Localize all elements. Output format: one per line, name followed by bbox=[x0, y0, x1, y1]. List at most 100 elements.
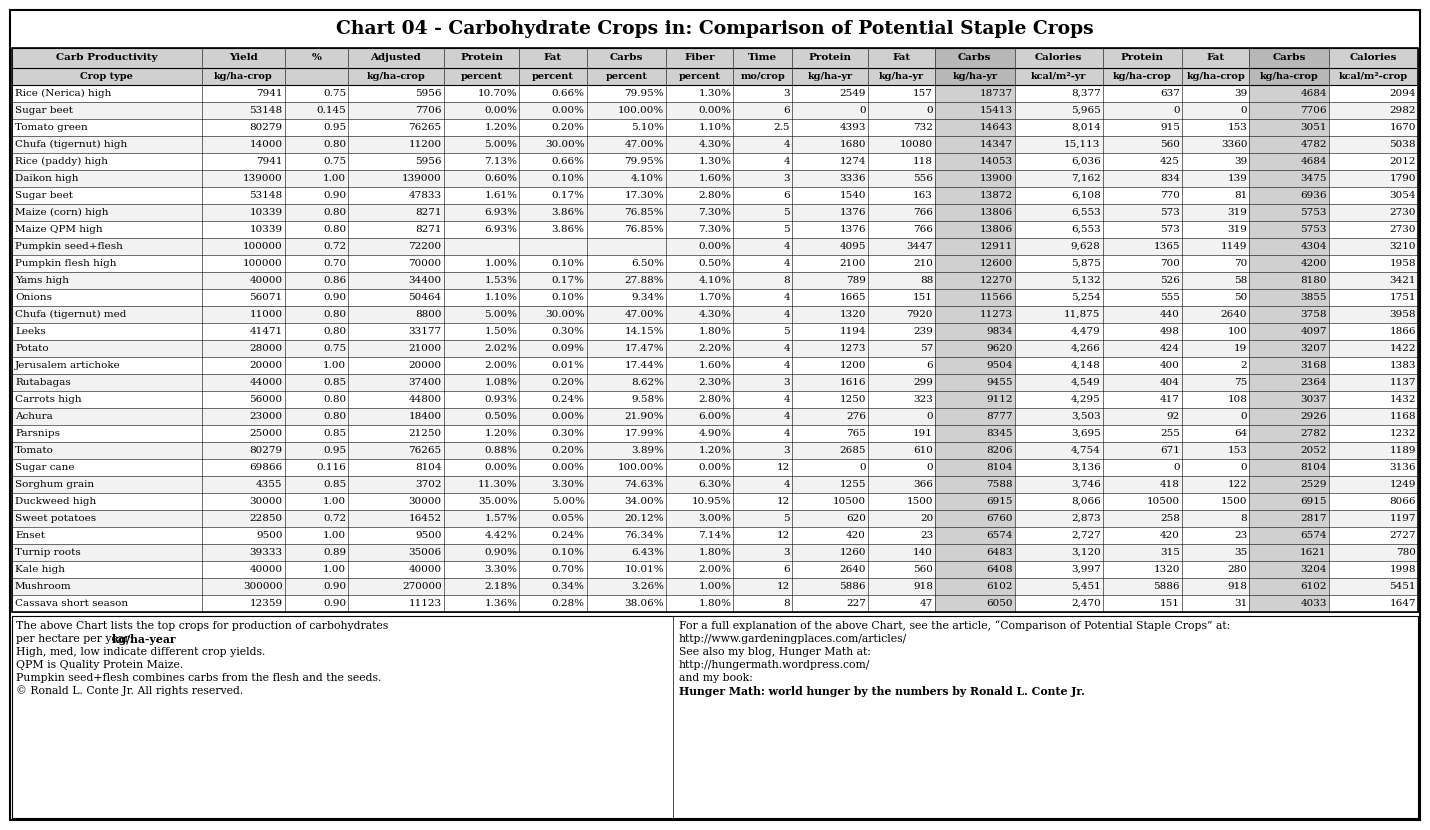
Text: 14347: 14347 bbox=[980, 140, 1012, 149]
Text: percent: percent bbox=[460, 72, 502, 81]
Text: Sugar beet: Sugar beet bbox=[14, 106, 73, 115]
Text: 5.00%: 5.00% bbox=[485, 140, 518, 149]
Text: 79.95%: 79.95% bbox=[625, 157, 664, 166]
Text: 1232: 1232 bbox=[1390, 429, 1416, 438]
Text: 0: 0 bbox=[1174, 106, 1180, 115]
Text: 1.36%: 1.36% bbox=[485, 599, 518, 608]
Text: 0.17%: 0.17% bbox=[552, 276, 585, 285]
Text: 6: 6 bbox=[784, 191, 789, 200]
Bar bbox=[935, 510, 1014, 527]
Text: 834: 834 bbox=[1160, 174, 1180, 183]
Text: 0.20%: 0.20% bbox=[552, 446, 585, 455]
Text: 6.43%: 6.43% bbox=[631, 548, 664, 557]
Text: 0.00%: 0.00% bbox=[698, 242, 731, 251]
Text: 74.63%: 74.63% bbox=[625, 480, 664, 489]
Text: 6.50%: 6.50% bbox=[631, 259, 664, 268]
Text: 3855: 3855 bbox=[1300, 293, 1327, 302]
Text: 319: 319 bbox=[1227, 225, 1247, 234]
Text: 3207: 3207 bbox=[1300, 344, 1327, 353]
Text: 1320: 1320 bbox=[839, 310, 865, 319]
Bar bbox=[935, 204, 1014, 221]
Text: 6915: 6915 bbox=[1300, 497, 1327, 506]
Text: %: % bbox=[312, 53, 322, 62]
Text: 4,266: 4,266 bbox=[1071, 344, 1101, 353]
Bar bbox=[935, 68, 1014, 85]
Text: 15413: 15413 bbox=[980, 106, 1012, 115]
Text: 3: 3 bbox=[784, 89, 789, 98]
Text: 12: 12 bbox=[776, 463, 789, 472]
Text: 2782: 2782 bbox=[1300, 429, 1327, 438]
Bar bbox=[1250, 102, 1328, 119]
Text: 1260: 1260 bbox=[839, 548, 865, 557]
Text: 12: 12 bbox=[776, 582, 789, 591]
Text: 4,479: 4,479 bbox=[1071, 327, 1101, 336]
Text: 50: 50 bbox=[1234, 293, 1247, 302]
Text: 4: 4 bbox=[784, 344, 789, 353]
Bar bbox=[1250, 255, 1328, 272]
Text: 8271: 8271 bbox=[415, 208, 442, 217]
Text: Fiber: Fiber bbox=[685, 53, 715, 62]
Text: 1376: 1376 bbox=[839, 208, 865, 217]
Text: 6.30%: 6.30% bbox=[698, 480, 731, 489]
Bar bbox=[1250, 459, 1328, 476]
Text: 319: 319 bbox=[1227, 208, 1247, 217]
Bar bbox=[935, 408, 1014, 425]
Text: 4.90%: 4.90% bbox=[698, 429, 731, 438]
Text: 4: 4 bbox=[784, 412, 789, 421]
Text: 556: 556 bbox=[914, 174, 932, 183]
Bar bbox=[1250, 510, 1328, 527]
Text: 424: 424 bbox=[1160, 344, 1180, 353]
Text: 276: 276 bbox=[847, 412, 865, 421]
Text: 40000: 40000 bbox=[409, 565, 442, 574]
Text: 299: 299 bbox=[914, 378, 932, 387]
Text: 0.80: 0.80 bbox=[323, 395, 346, 404]
Text: 47.00%: 47.00% bbox=[625, 310, 664, 319]
Text: 7.14%: 7.14% bbox=[698, 531, 731, 540]
Text: kg/ha-crop: kg/ha-crop bbox=[213, 72, 273, 81]
Text: 2.80%: 2.80% bbox=[698, 191, 731, 200]
Text: 1.10%: 1.10% bbox=[698, 123, 731, 132]
Text: 0: 0 bbox=[1241, 412, 1247, 421]
Text: See also my blog, Hunger Math at:: See also my blog, Hunger Math at: bbox=[679, 647, 871, 657]
Text: 1383: 1383 bbox=[1390, 361, 1416, 370]
Bar bbox=[935, 493, 1014, 510]
Text: 765: 765 bbox=[847, 429, 865, 438]
Text: 92: 92 bbox=[1167, 412, 1180, 421]
Text: 420: 420 bbox=[1160, 531, 1180, 540]
Bar bbox=[935, 85, 1014, 102]
Bar bbox=[935, 323, 1014, 340]
Text: 770: 770 bbox=[1160, 191, 1180, 200]
Text: 3136: 3136 bbox=[1390, 463, 1416, 472]
Text: 3,120: 3,120 bbox=[1071, 548, 1101, 557]
Text: 23: 23 bbox=[1234, 531, 1247, 540]
Text: 1.30%: 1.30% bbox=[698, 157, 731, 166]
Text: 39: 39 bbox=[1234, 89, 1247, 98]
Text: 40000: 40000 bbox=[249, 276, 283, 285]
Text: 6102: 6102 bbox=[987, 582, 1012, 591]
Text: 5956: 5956 bbox=[415, 157, 442, 166]
Text: Yield: Yield bbox=[229, 53, 257, 62]
Text: kg/ha-yr: kg/ha-yr bbox=[952, 72, 997, 81]
Text: 3: 3 bbox=[784, 378, 789, 387]
Text: mo/crop: mo/crop bbox=[741, 72, 785, 81]
Text: 0.50%: 0.50% bbox=[485, 412, 518, 421]
Text: 1189: 1189 bbox=[1390, 446, 1416, 455]
Bar bbox=[11, 102, 1419, 119]
Text: 100.00%: 100.00% bbox=[618, 106, 664, 115]
Text: Protein: Protein bbox=[460, 53, 503, 62]
Text: 13872: 13872 bbox=[980, 191, 1012, 200]
Text: 2,727: 2,727 bbox=[1071, 531, 1101, 540]
Text: 560: 560 bbox=[1160, 140, 1180, 149]
Text: 4: 4 bbox=[784, 242, 789, 251]
Bar bbox=[935, 48, 1014, 68]
Text: 1273: 1273 bbox=[839, 344, 865, 353]
Text: 5886: 5886 bbox=[839, 582, 865, 591]
Text: 1.00: 1.00 bbox=[323, 531, 346, 540]
Text: 0.72: 0.72 bbox=[323, 514, 346, 523]
Bar bbox=[935, 561, 1014, 578]
Text: 2549: 2549 bbox=[839, 89, 865, 98]
Text: 0.00%: 0.00% bbox=[698, 463, 731, 472]
Text: Jerusalem artichoke: Jerusalem artichoke bbox=[14, 361, 120, 370]
Text: 526: 526 bbox=[1160, 276, 1180, 285]
Text: 7,162: 7,162 bbox=[1071, 174, 1101, 183]
